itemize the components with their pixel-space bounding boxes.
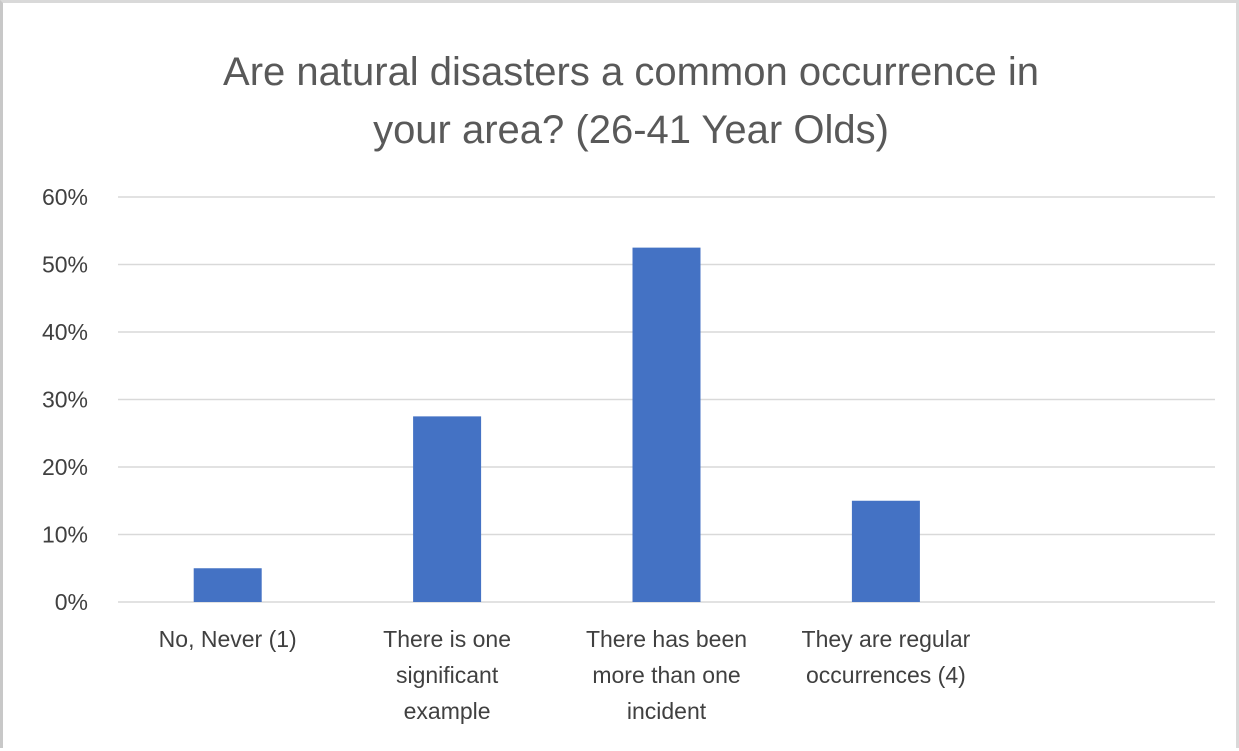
x-category-label: example — [404, 698, 491, 724]
x-category-label: There has been — [586, 626, 747, 652]
x-category-label: incident — [627, 698, 707, 724]
bar — [194, 568, 262, 602]
bar — [633, 248, 701, 602]
x-category-label: There is one — [383, 626, 511, 652]
x-category-label: more than one — [592, 662, 740, 688]
bar — [413, 416, 481, 602]
x-category-label: occurrences (4) — [806, 662, 966, 688]
y-tick-label: 60% — [42, 184, 88, 210]
y-tick-label: 0% — [55, 589, 88, 615]
chart-title-line: your area? (26-41 Year Olds) — [373, 108, 889, 152]
y-tick-label: 20% — [42, 454, 88, 480]
y-axis-tick-labels: 0% 10% 20% 30% 40% 50% 60% — [42, 184, 88, 615]
x-category-label: significant — [396, 662, 499, 688]
chart-title: Are natural disasters a common occurrenc… — [223, 50, 1039, 152]
y-tick-label: 50% — [42, 252, 88, 278]
bars — [194, 248, 920, 602]
y-tick-label: 40% — [42, 319, 88, 345]
x-category-label: No, Never (1) — [159, 626, 297, 652]
bar — [852, 501, 920, 602]
x-axis-category-labels: No, Never (1) There is one significant exam… — [159, 626, 971, 724]
y-tick-label: 10% — [42, 522, 88, 548]
y-tick-label: 30% — [42, 387, 88, 413]
chart-title-line: Are natural disasters a common occurrenc… — [223, 50, 1039, 94]
x-category-label: They are regular — [802, 626, 971, 652]
bar-chart: Are natural disasters a common occurrenc… — [3, 3, 1239, 751]
